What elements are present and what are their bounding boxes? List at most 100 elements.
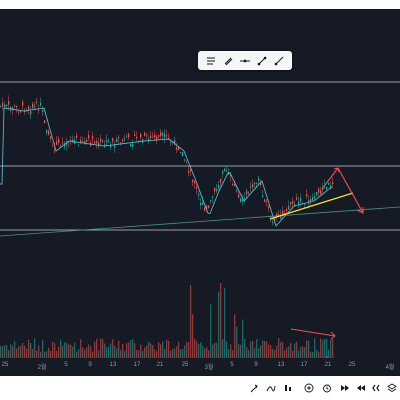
candle [162,133,164,136]
time-axis[interactable]: 25 2월 5 9 13 17 21 25 3월 5 9 13 17 21 25 4월 [0,358,400,376]
volume-bar [40,351,42,358]
candle [198,193,200,196]
volume-bar [270,345,272,358]
volume-bar [260,345,262,358]
chart-frame[interactable]: 25 2월 5 9 13 17 21 25 3월 5 9 13 17 21 25 4월 [0,9,400,376]
volume-bar [88,344,90,358]
volume-bar [66,343,68,358]
yellow-trend-line[interactable] [269,192,354,220]
candle [126,136,128,138]
volume-bar [236,326,238,358]
volume-bar [12,345,14,358]
volume-bar [288,346,290,358]
rewind-icon[interactable] [370,381,384,395]
volume-bar [60,339,62,358]
candle [122,139,124,142]
volume-bar [150,343,152,358]
volume-bar [266,341,268,358]
volume-bar [148,341,150,358]
candle [262,195,264,198]
candle [250,186,252,188]
volume-bar [324,338,326,358]
volume-bar [330,339,332,358]
candle [4,104,6,108]
horizontal-line-icon[interactable] [239,55,251,67]
volume-arrow[interactable] [290,328,336,340]
volume-bar [62,345,64,358]
text-lines-icon[interactable] [205,55,217,67]
candle [146,134,148,136]
volume-bar [114,345,116,358]
chart-type-icon[interactable] [281,381,295,395]
volume-bar [2,346,4,358]
moving-average-line [0,107,333,227]
volume-bar [240,344,242,358]
volume-bar [180,349,182,358]
candle [206,206,208,209]
volume-bar [284,350,286,358]
volume-bar [80,339,82,358]
candle [92,136,94,140]
forecast-arrow[interactable] [321,167,364,214]
volume-bar [154,349,156,358]
candle [296,197,298,200]
candle [288,206,290,210]
volume-bar [30,343,32,358]
ray-line-icon[interactable] [273,55,285,67]
price-chart[interactable] [0,9,400,358]
candle [56,141,58,145]
volume-bar [18,346,20,358]
candle [154,135,156,138]
candle [266,200,268,202]
volume-bar [318,351,320,358]
candle [180,151,182,154]
candle [134,134,136,136]
time-tick: 4월 [385,365,395,371]
candle [178,146,180,151]
volume-bar [326,338,328,358]
long-trend-line[interactable] [0,206,400,237]
candle [100,138,102,142]
undo-icon[interactable] [354,381,368,395]
indicators-icon[interactable] [264,381,278,395]
volume-bar [316,349,318,358]
candle [34,106,36,108]
volume-bar [272,348,274,358]
trend-line-icon[interactable] [256,55,268,67]
volume-bar [282,341,284,358]
volume-bar [220,283,222,358]
candle [144,133,146,136]
volume-bar [222,339,224,358]
volume-bar [198,344,200,358]
candle [308,200,310,204]
volume-bar [310,351,312,358]
volume-bar [78,349,80,358]
candle [14,105,16,107]
event-marker[interactable] [324,356,330,358]
brush-icon[interactable] [222,55,234,67]
volume-bar [136,349,138,358]
volume-bar [228,349,230,358]
time-tick: 9 [88,362,92,368]
time-tick: 5 [230,362,234,368]
volume-bar [124,350,126,358]
replay-icon[interactable] [337,381,351,395]
candle [194,181,196,184]
layers-icon[interactable] [385,381,399,395]
volume-bar [68,344,70,358]
candle [98,142,100,147]
volume-bar [76,351,78,358]
volume-bar [162,341,164,358]
measure-icon[interactable] [247,381,261,395]
volume-bar [52,341,54,358]
add-icon[interactable] [302,381,316,395]
candle [114,144,116,148]
volume-bar [134,343,136,358]
candle [50,136,52,139]
volume-bar [322,340,324,358]
candle [234,184,236,187]
volume-bar [176,346,178,358]
volume-bar [182,348,184,358]
alert-icon[interactable] [320,381,334,395]
candle [254,182,256,184]
